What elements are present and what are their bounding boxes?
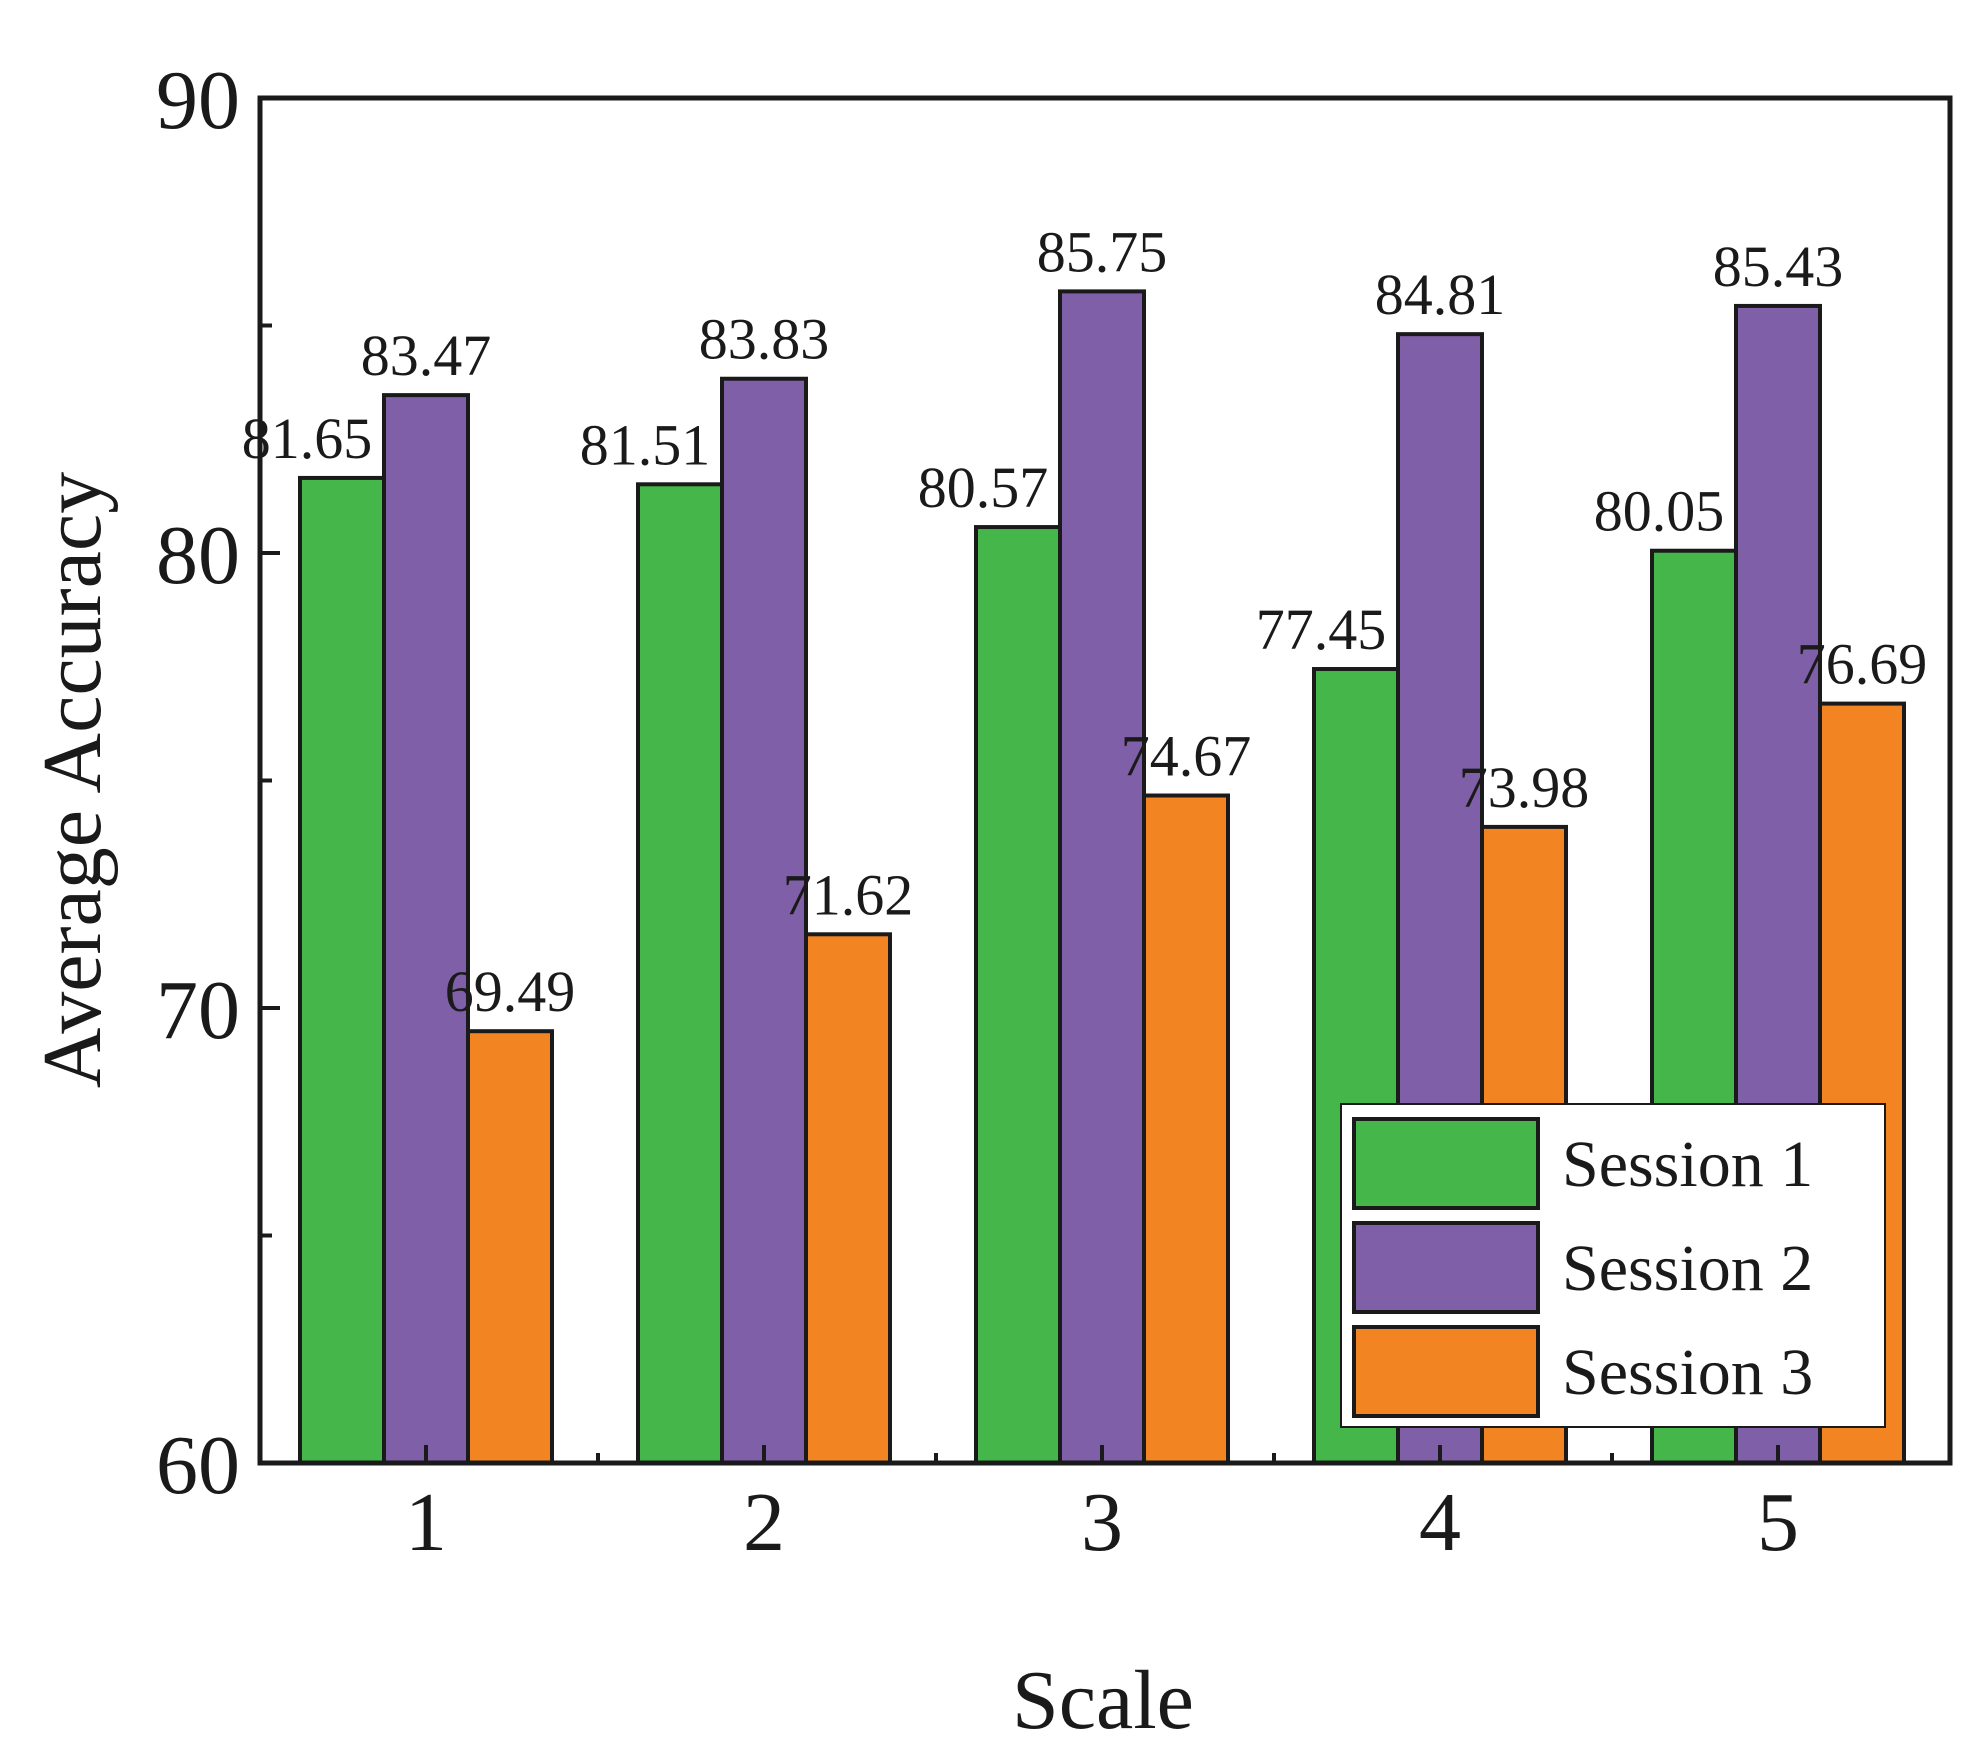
- data-label: 83.47: [361, 323, 492, 388]
- bar-session-1-3: [974, 525, 1062, 1465]
- data-label: 85.75: [1037, 219, 1168, 284]
- x-tick-label: 1: [405, 1476, 447, 1569]
- axes-layer: 60 70 80 90 1 2 3 4 5: [156, 54, 1953, 1569]
- bar-session-1-2: [636, 482, 724, 1466]
- x-axis-title: Scale: [1012, 1654, 1194, 1747]
- y-tick-label: 80: [156, 509, 240, 602]
- bar-session-2-3: [1058, 289, 1146, 1465]
- data-label: 76.69: [1797, 632, 1928, 697]
- bar-session-2-1: [382, 393, 470, 1465]
- data-label: 81.65: [242, 406, 373, 471]
- legend-label: Session 3: [1562, 1336, 1813, 1409]
- bar-session-3-1: [466, 1029, 554, 1465]
- data-label: 85.43: [1713, 234, 1844, 299]
- data-label: 77.45: [1256, 597, 1387, 662]
- bar-session-3-2: [804, 932, 892, 1465]
- data-label: 73.98: [1459, 755, 1590, 820]
- data-label: 83.83: [699, 307, 830, 372]
- legend-swatch: [1352, 1325, 1540, 1418]
- legend-swatch: [1352, 1221, 1540, 1314]
- bar-session-1-1: [298, 475, 386, 1465]
- legend-swatch: [1352, 1117, 1540, 1210]
- legend-label: Session 2: [1562, 1232, 1813, 1305]
- legend: Session 1 Session 2 Session 3: [1340, 1103, 1886, 1428]
- data-label: 81.51: [580, 412, 711, 477]
- data-label: 71.62: [783, 862, 914, 927]
- data-label: 80.57: [918, 455, 1049, 520]
- data-label: 69.49: [445, 959, 576, 1024]
- data-labels-layer: 81.65 81.51 80.57 77.45 80.05 83.47 83.83 85.75…: [242, 219, 1928, 1024]
- x-tick-label: 2: [743, 1476, 785, 1569]
- x-tick-label: 3: [1081, 1476, 1123, 1569]
- x-tick-label: 4: [1419, 1476, 1461, 1569]
- y-tick-label: 90: [156, 54, 240, 147]
- y-axis-title: Average Accuracy: [26, 472, 119, 1088]
- data-label: 84.81: [1375, 262, 1506, 327]
- data-label: 80.05: [1594, 479, 1725, 544]
- y-tick-label: 60: [156, 1419, 240, 1512]
- y-tick-label: 70: [156, 964, 240, 1057]
- legend-label: Session 1: [1562, 1128, 1813, 1201]
- bar-session-3-3: [1142, 793, 1230, 1465]
- x-tick-label: 5: [1757, 1476, 1799, 1569]
- data-label: 74.67: [1121, 724, 1252, 789]
